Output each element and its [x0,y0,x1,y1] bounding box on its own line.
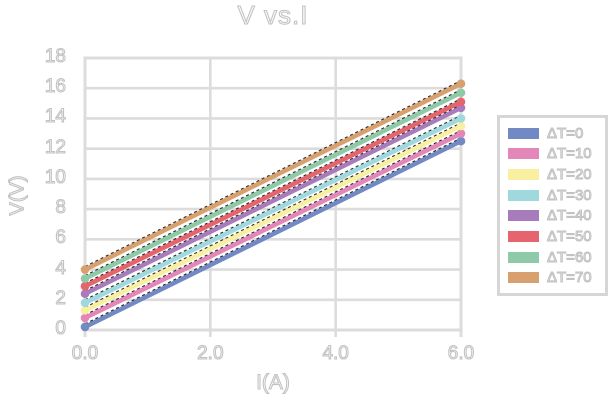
legend: ΔT=0 ΔT=10 ΔT=20 ΔT=30 ΔT=40 ΔT=50 ΔT=60 [497,115,608,296]
legend-label: ΔT=50 [546,227,592,245]
y-tick-label: 16 [44,76,66,98]
y-tick-label: 2 [55,287,67,309]
legend-label: ΔT=10 [546,145,592,163]
legend-label: ΔT=60 [546,248,592,266]
series-line [84,90,462,281]
legend-swatch [508,127,539,139]
trendline [84,80,462,268]
data-point-marker [456,88,466,98]
legend-item: ΔT=30 [508,186,603,204]
y-tick-label: 14 [44,106,66,128]
data-point-marker [456,114,466,123]
y-tick-label: 6 [55,227,67,249]
trendline [84,122,462,309]
trendline [84,114,462,301]
data-point-marker [456,79,466,88]
legend-label: ΔT=40 [546,207,592,225]
legend-swatch [508,251,539,263]
legend-swatch [508,230,539,242]
trendline [84,89,462,277]
series-line [84,116,462,305]
x-tick-label: 0.0 [71,342,99,364]
legend-item: ΔT=20 [508,166,603,184]
x-tick-label: 6.0 [447,342,475,364]
data-point-marker [80,274,90,283]
data-point-marker [80,298,90,308]
legend-swatch [508,169,539,181]
data-point-marker [456,136,466,146]
legend-swatch [508,210,539,222]
legend-item: ΔT=10 [508,145,603,163]
series-line [84,81,462,272]
y-tick-label: 8 [55,197,67,219]
data-point-marker [80,281,90,291]
chart-title: V vs.I [237,0,309,31]
x-tick-label: 4.0 [322,342,349,364]
legend-swatch [508,189,539,201]
y-tick-label: 0 [55,318,67,340]
legend-label: ΔT=0 [546,124,584,142]
x-axis-label: I(A) [256,370,291,394]
series-line [84,139,462,329]
legend-item: ΔT=40 [508,207,603,225]
legend-label: ΔT=30 [546,186,592,204]
legend-label: ΔT=70 [546,269,592,287]
y-tick-label: 18 [44,46,66,68]
legend-swatch [508,272,539,284]
y-tick-label: 4 [55,257,67,279]
trendline [84,104,462,292]
legend-item: ΔT=60 [508,248,603,266]
data-point-marker [456,97,466,107]
y-tick-label: 12 [44,136,66,158]
data-point-marker [80,322,90,332]
data-point-marker [80,306,90,315]
data-point-marker [80,265,90,274]
data-point-marker [456,121,466,131]
series-line [84,105,462,296]
y-tick-label: 10 [44,166,66,188]
data-point-marker [456,103,466,113]
legend-item: ΔT=50 [508,227,603,245]
legend-item: ΔT=70 [508,269,603,287]
data-point-marker [80,313,90,323]
legend-item: ΔT=0 [508,124,603,142]
data-point-marker [80,289,90,299]
legend-label: ΔT=20 [546,166,592,184]
trendline [84,130,462,316]
trendline [84,137,462,325]
x-tick-label: 2.0 [197,342,224,364]
data-point-marker [456,129,466,138]
trendline [84,98,462,284]
series-line [84,99,462,289]
series-line [84,123,462,313]
series-line [84,131,462,320]
legend-swatch [508,148,539,160]
